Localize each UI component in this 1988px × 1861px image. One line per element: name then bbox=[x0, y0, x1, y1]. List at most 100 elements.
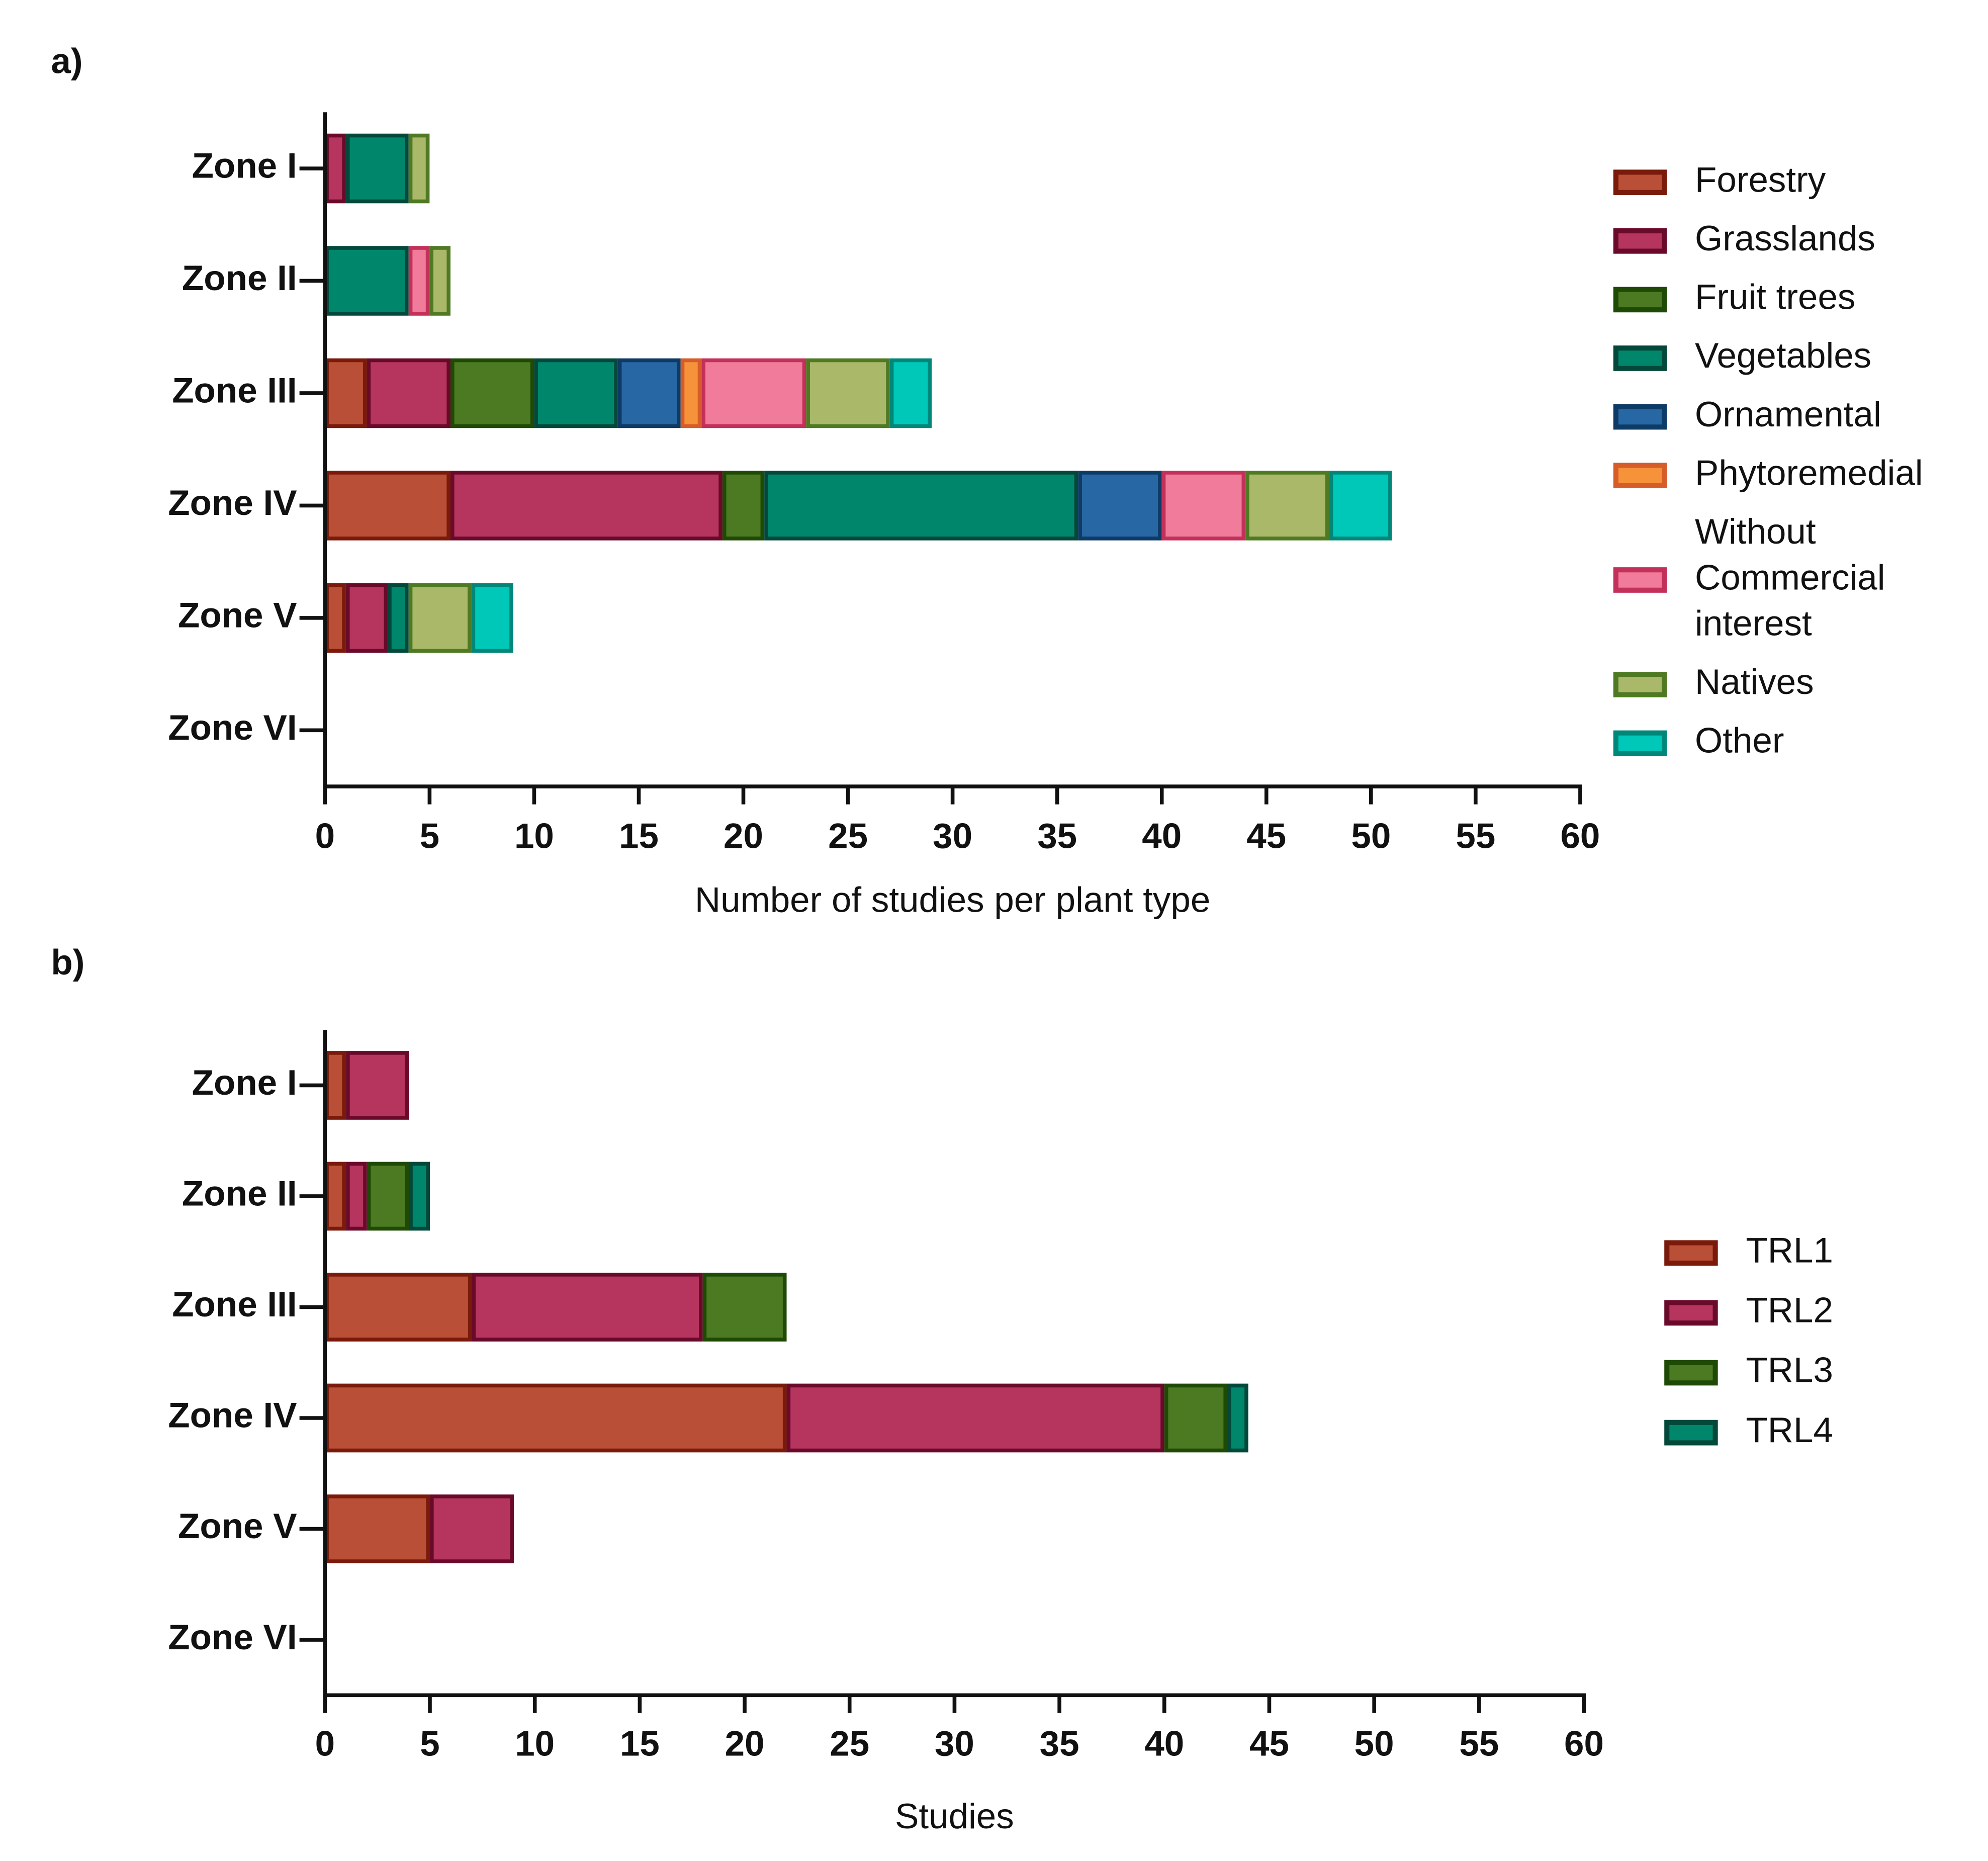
legend-label: Without Commercial interest bbox=[1695, 512, 1895, 643]
x-tick-label: 20 bbox=[724, 817, 763, 856]
x-tick-label: 55 bbox=[1456, 817, 1495, 856]
bar-segment bbox=[325, 583, 346, 653]
x-tick-label: 35 bbox=[1037, 817, 1077, 856]
x-tick-label: 45 bbox=[1246, 817, 1286, 856]
legend-swatch bbox=[1613, 463, 1667, 488]
bar-segment bbox=[786, 1383, 1164, 1453]
x-tick-label: 25 bbox=[830, 1724, 869, 1763]
bar-segment bbox=[1164, 1383, 1228, 1453]
bar-segment bbox=[472, 1273, 703, 1342]
x-tick-label: 35 bbox=[1040, 1724, 1079, 1763]
legend-label: TRL2 bbox=[1746, 1291, 1833, 1331]
legend-label: Grasslands bbox=[1695, 219, 1875, 258]
x-tick-label: 60 bbox=[1564, 1724, 1604, 1763]
x-axis-label: Studies bbox=[895, 1797, 1014, 1836]
bar-segment bbox=[764, 471, 1078, 541]
x-axis-label: Number of studies per plant type bbox=[695, 880, 1210, 920]
bar-segment bbox=[1078, 471, 1162, 541]
legend-swatch bbox=[1664, 1360, 1718, 1386]
bar-segment bbox=[1161, 471, 1246, 541]
bar-segment bbox=[325, 246, 409, 316]
bar-segment bbox=[701, 358, 806, 428]
bar-segment bbox=[325, 1162, 346, 1231]
legend-swatch bbox=[1613, 287, 1667, 313]
y-tick-label: Zone IV bbox=[168, 483, 297, 523]
legend-label: Other bbox=[1695, 721, 1784, 761]
bar-segment bbox=[450, 358, 534, 428]
legend-swatch bbox=[1664, 1420, 1718, 1446]
x-tick-label: 50 bbox=[1351, 817, 1391, 856]
x-tick-label: 60 bbox=[1560, 817, 1600, 856]
bar-segment bbox=[722, 471, 765, 541]
bar-segment bbox=[680, 358, 702, 428]
bar-segment bbox=[430, 1494, 514, 1563]
bar-segment bbox=[408, 583, 472, 653]
x-tick-label: 50 bbox=[1354, 1724, 1394, 1763]
bar-segment bbox=[325, 358, 367, 428]
bar-segment bbox=[325, 471, 450, 541]
bar-segment bbox=[408, 133, 430, 204]
legend-swatch bbox=[1613, 730, 1667, 756]
bar-segment bbox=[346, 1162, 367, 1231]
legend-swatch bbox=[1613, 404, 1667, 430]
bar-segment bbox=[409, 1162, 430, 1231]
bar-segment bbox=[345, 133, 409, 204]
y-tick-label: Zone I bbox=[192, 146, 297, 186]
x-tick-label: 30 bbox=[935, 1724, 974, 1763]
y-tick-label: Zone VI bbox=[168, 708, 297, 748]
x-tick-label: 5 bbox=[420, 817, 439, 856]
bar-segment bbox=[806, 358, 890, 428]
bar-segment bbox=[617, 358, 681, 428]
y-tick-label: Zone IV bbox=[168, 1396, 297, 1436]
legend-swatch bbox=[1613, 228, 1667, 254]
bar-segment bbox=[388, 583, 409, 653]
bar-segment bbox=[367, 1162, 409, 1231]
x-tick-label: 30 bbox=[933, 817, 972, 856]
panel-label: b) bbox=[51, 943, 84, 983]
bar-segment bbox=[471, 583, 513, 653]
legend-label: Phytoremedial bbox=[1695, 453, 1923, 493]
legend-swatch bbox=[1613, 671, 1667, 697]
legend-swatch bbox=[1664, 1300, 1718, 1326]
legend-label: TRL4 bbox=[1746, 1410, 1833, 1450]
x-tick-label: 20 bbox=[725, 1724, 765, 1763]
bar-segment bbox=[325, 133, 346, 204]
y-tick-label: Zone I bbox=[192, 1063, 297, 1103]
bar-segment bbox=[345, 583, 388, 653]
x-tick-label: 10 bbox=[515, 1724, 555, 1763]
x-tick-label: 0 bbox=[315, 817, 335, 856]
bar-segment bbox=[429, 246, 450, 316]
x-tick-label: 45 bbox=[1249, 1724, 1289, 1763]
legend-swatch bbox=[1613, 567, 1667, 593]
bar-segment bbox=[1329, 471, 1392, 541]
legend-swatch bbox=[1613, 169, 1667, 196]
bar-segment bbox=[325, 1383, 787, 1453]
x-tick-label: 40 bbox=[1144, 1724, 1184, 1763]
legend-label: Forestry bbox=[1695, 160, 1826, 200]
x-tick-label: 15 bbox=[619, 817, 659, 856]
y-tick-label: Zone II bbox=[182, 1174, 297, 1214]
bar-segment bbox=[889, 358, 932, 428]
y-tick-label: Zone III bbox=[172, 1285, 297, 1324]
bar-segment bbox=[325, 1494, 430, 1563]
y-tick-label: Zone VI bbox=[168, 1618, 297, 1657]
bar-segment bbox=[325, 1273, 472, 1342]
bar-segment bbox=[1245, 471, 1329, 541]
bar-segment bbox=[346, 1051, 409, 1120]
legend-label: Ornamental bbox=[1695, 395, 1881, 434]
y-tick-label: Zone V bbox=[178, 1506, 297, 1546]
bar-segment bbox=[534, 358, 618, 428]
y-tick-label: Zone III bbox=[172, 371, 297, 411]
y-tick-label: Zone V bbox=[178, 596, 297, 636]
legend-label: Fruit trees bbox=[1695, 278, 1855, 317]
legend-label: Vegetables bbox=[1695, 336, 1871, 376]
legend-label: TRL1 bbox=[1746, 1231, 1833, 1271]
x-tick-label: 0 bbox=[315, 1724, 335, 1763]
y-tick-label: Zone II bbox=[182, 258, 297, 298]
bar-segment bbox=[408, 246, 430, 316]
x-tick-label: 15 bbox=[620, 1724, 660, 1763]
legend-label: TRL3 bbox=[1746, 1351, 1833, 1390]
bar-segment bbox=[702, 1273, 787, 1342]
